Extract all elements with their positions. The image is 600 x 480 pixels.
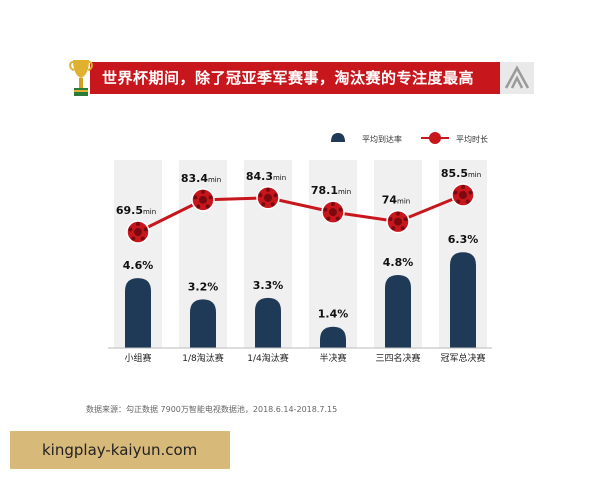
legend: 平均到达率 平均时长	[331, 132, 488, 144]
bar-value-label: 6.3%	[448, 233, 479, 246]
bar	[190, 299, 216, 348]
soccer-ball-icon	[256, 186, 280, 210]
x-tick-label: 1/4淘汰赛	[247, 352, 289, 364]
bar-value-label: 4.8%	[383, 256, 414, 269]
bar-value-label: 1.4%	[318, 308, 349, 321]
legend-bar-label: 平均到达率	[362, 134, 402, 144]
bar-value-label: 4.6%	[123, 259, 154, 272]
brand-logo-icon	[500, 62, 534, 94]
bar	[385, 275, 411, 348]
line-value-label: 83.4min	[181, 172, 221, 185]
soccer-ball-icon	[451, 183, 475, 207]
line-value-label: 84.3min	[246, 170, 286, 183]
legend-bar-swatch	[331, 133, 345, 142]
column-band	[309, 160, 357, 348]
soccer-ball-icon	[126, 220, 150, 244]
legend-ball-swatch	[429, 132, 441, 144]
x-tick-label: 半决赛	[319, 352, 346, 364]
legend-line-label: 平均时长	[456, 134, 488, 144]
data-source: 数据来源：勾正数据 7900万智能电视数据池，2018.6.14-2018.7.…	[86, 405, 338, 414]
x-tick-label: 三四名决赛	[375, 352, 420, 364]
bar-value-label: 3.3%	[253, 279, 284, 292]
bar	[320, 326, 346, 348]
line-value-label: 69.5min	[116, 204, 156, 217]
chart-title: 世界杯期间，除了冠亚季军赛事，淘汰赛的专注度最高	[90, 62, 500, 94]
line-value-label: 78.1min	[311, 184, 351, 197]
soccer-ball-icon	[191, 188, 215, 212]
bar	[125, 278, 151, 348]
line-value-label: 85.5min	[441, 167, 481, 180]
watermark: kingplay-kaiyun.com	[10, 431, 230, 469]
x-tick-label: 冠军总决赛	[440, 352, 485, 364]
bar-value-label: 3.2%	[188, 280, 219, 293]
bar	[255, 297, 281, 348]
bar	[450, 252, 476, 348]
soccer-ball-icon	[321, 200, 345, 224]
x-tick-label: 1/8淘汰赛	[182, 352, 224, 364]
trophy-icon	[69, 60, 93, 96]
line-value-label: 74min	[382, 194, 411, 207]
soccer-ball-icon	[386, 209, 410, 234]
x-tick-label: 小组赛	[124, 352, 151, 364]
